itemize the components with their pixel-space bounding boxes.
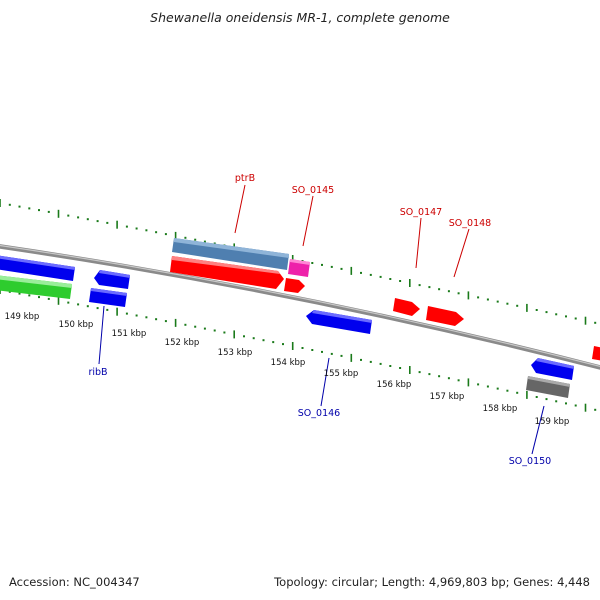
- gene-label-SO-0148[interactable]: SO_0148: [449, 218, 491, 229]
- kbp-label: 156 kbp: [377, 380, 412, 390]
- genome-backbone: [0, 244, 600, 370]
- kbp-label: 155 kbp: [324, 369, 359, 379]
- map-title: Shewanella oneidensis MR-1, complete gen…: [150, 10, 450, 25]
- feature-SO-0145[interactable]: [288, 259, 310, 277]
- feature-ptrB-red[interactable]: [170, 256, 284, 289]
- kbp-label: 149 kbp: [5, 312, 40, 322]
- kbp-label: 153 kbp: [218, 348, 253, 358]
- feature-SO-0146[interactable]: [306, 310, 372, 334]
- feature-red-right-edge[interactable]: [592, 346, 600, 361]
- genome-summary: Topology: circular; Length: 4,969,803 bp…: [274, 575, 590, 589]
- gene-label-SO-0146[interactable]: SO_0146: [298, 408, 340, 419]
- feature-blue-small-left[interactable]: [94, 270, 130, 289]
- feature-SO-0148[interactable]: [426, 306, 464, 326]
- kbp-label: 158 kbp: [483, 404, 518, 414]
- feature-SO-0150[interactable]: [531, 358, 574, 380]
- leader-SO-0148: [453, 228, 470, 278]
- feature-SO-0147[interactable]: [393, 298, 420, 316]
- leader-ribB: [98, 305, 105, 365]
- feature-green-left[interactable]: [0, 275, 72, 299]
- feature-gray-right[interactable]: [526, 376, 570, 398]
- leader-ptrB: [234, 184, 246, 234]
- gene-label-SO-0145[interactable]: SO_0145: [292, 185, 334, 196]
- gene-label-SO-0147[interactable]: SO_0147: [400, 207, 442, 218]
- leader-SO-0146: [320, 357, 330, 407]
- outer-tick-track: [0, 199, 597, 325]
- kbp-label: 154 kbp: [271, 358, 306, 368]
- inner-tick-track: [0, 286, 597, 412]
- leader-SO-0145: [302, 195, 314, 247]
- feature-SO-0145-red[interactable]: [284, 278, 305, 293]
- kbp-label: 150 kbp: [59, 320, 94, 330]
- leader-SO-0150: [531, 405, 545, 455]
- leader-SO-0147: [415, 217, 422, 269]
- feature-ribB[interactable]: [89, 288, 127, 307]
- gene-label-ptrB[interactable]: ptrB: [235, 173, 255, 184]
- kbp-label: 151 kbp: [112, 329, 147, 339]
- feature-ptrB[interactable]: [172, 238, 289, 270]
- feature-blue-left-top[interactable]: [0, 255, 75, 281]
- kbp-label: 152 kbp: [165, 338, 200, 348]
- gene-label-SO-0150[interactable]: SO_0150: [509, 456, 551, 467]
- gene-label-ribB[interactable]: ribB: [88, 367, 107, 378]
- accession-label: Accession: NC_004347: [9, 575, 140, 589]
- kbp-label: 159 kbp: [535, 417, 570, 427]
- kbp-label: 157 kbp: [430, 392, 465, 402]
